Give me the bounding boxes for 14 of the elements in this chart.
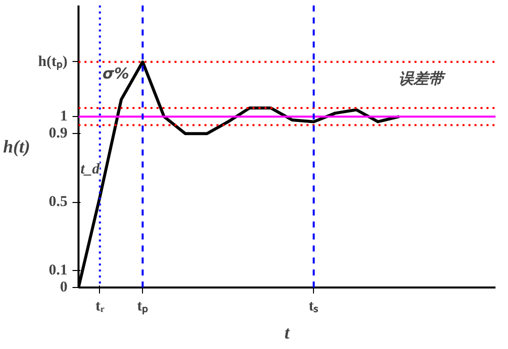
y-tick-label: 0.9 xyxy=(48,126,68,142)
x-tick-label: tᵣ xyxy=(95,298,104,314)
y-axis-title: h(t) xyxy=(3,136,30,156)
y-tick-label: 0 xyxy=(60,280,68,296)
y-tick-label: 0.5 xyxy=(48,194,68,210)
annotation: t_d xyxy=(80,162,100,178)
annotation: σ% xyxy=(102,64,130,82)
y-tick-label: 0.1 xyxy=(48,262,68,278)
x-axis-title: t xyxy=(284,322,290,342)
x-tick-label: tₚ xyxy=(137,298,148,314)
y-tick-label: h(tₚ) xyxy=(38,54,68,70)
annotation: 误差带 xyxy=(398,70,446,88)
x-tick-label: tₛ xyxy=(308,298,319,314)
y-tick-label: 1 xyxy=(60,108,68,125)
